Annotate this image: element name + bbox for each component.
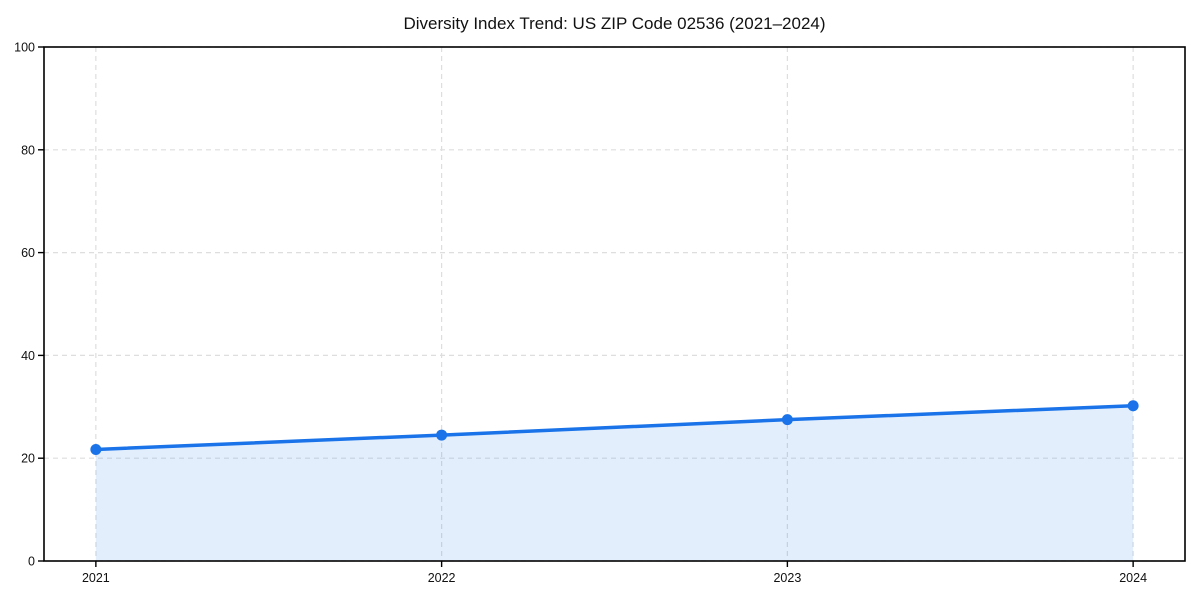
y-tick-label: 20 bbox=[21, 452, 35, 466]
data-point-2022 bbox=[436, 429, 448, 441]
area-fill bbox=[95, 405, 1134, 561]
x-tick-label: 2022 bbox=[428, 571, 456, 585]
series-line bbox=[95, 404, 1134, 452]
data-point-2024 bbox=[1127, 400, 1139, 412]
data-point-2023 bbox=[781, 414, 793, 426]
plot-border bbox=[43, 46, 1186, 562]
chart-title: Diversity Index Trend: US ZIP Code 02536… bbox=[403, 14, 826, 33]
x-tick-label: 2023 bbox=[773, 571, 801, 585]
axes-spines bbox=[43, 46, 1186, 562]
y-tick-label: 80 bbox=[21, 143, 35, 157]
trend-line bbox=[95, 404, 1134, 452]
y-tick-label: 60 bbox=[21, 246, 35, 260]
series-area bbox=[95, 405, 1134, 561]
data-point-2021 bbox=[90, 443, 102, 455]
x-tick-label: 2024 bbox=[1119, 571, 1147, 585]
axis-tick-labels: 0 20 40 60 80 100 2021 2022 2023 2024 bbox=[14, 41, 1147, 586]
x-tick-label: 2021 bbox=[82, 571, 110, 585]
data-points bbox=[90, 400, 1139, 455]
y-tick-label: 0 bbox=[28, 555, 35, 569]
y-tick-label: 40 bbox=[21, 349, 35, 363]
axis-ticks bbox=[38, 46, 1134, 567]
y-tick-label: 100 bbox=[14, 41, 35, 55]
